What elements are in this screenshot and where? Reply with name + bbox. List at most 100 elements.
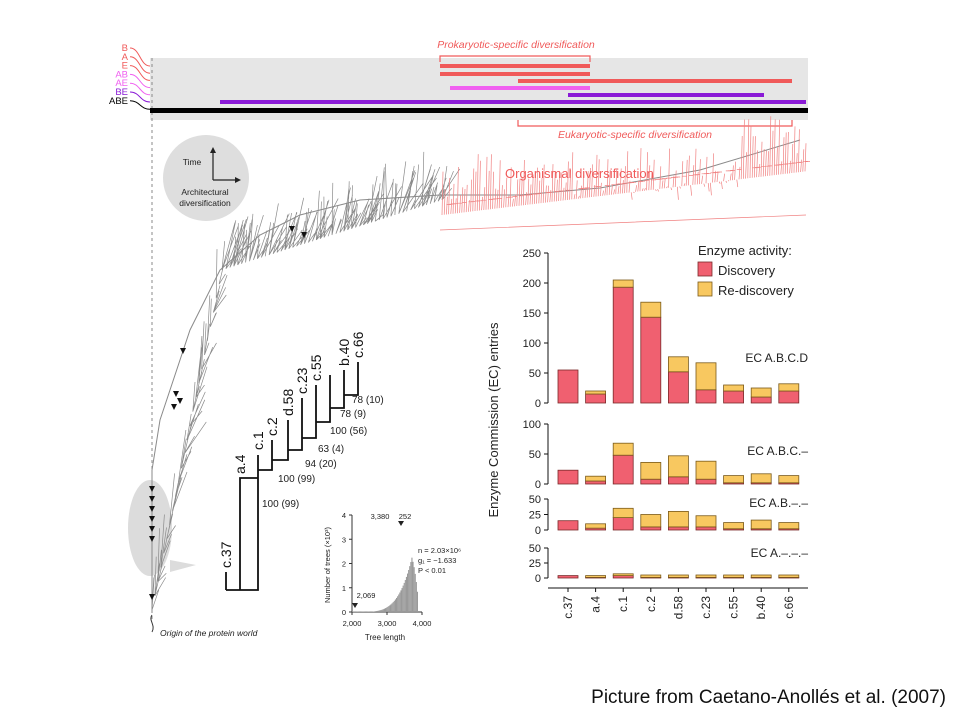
hist-bar [410,562,412,612]
hist-bar [399,592,401,612]
hist-bar [396,597,398,612]
bar-ytick-label: 50 [529,494,541,506]
hist-min-arrow-icon [352,603,358,608]
origin-squiggle [150,614,154,633]
timeline-connector [129,47,151,67]
hist-bar [414,573,416,612]
hist-bar [401,588,403,612]
bar-rediscovery [723,522,744,530]
bar-rediscovery [778,383,800,392]
organismal-label: Organismal diversification [505,166,654,181]
phylogenetic-tree: Organismal diversification Origin of the… [128,116,810,638]
hist-ytick-label: 4 [342,511,346,520]
bar-ytick-label: 25 [529,510,541,522]
hist-bar [380,609,382,612]
bar-rediscovery [723,384,744,392]
hist-bar [409,566,411,612]
bar-rediscovery [640,301,662,318]
bar-panel-label: EC A.–.–.– [751,546,809,560]
tree-arrow-icon [149,486,155,492]
bar-rediscovery [668,510,689,528]
bar-rediscovery [668,455,689,478]
hist-xtick-label: 3,000 [378,619,397,628]
bar-rediscovery [585,475,606,482]
bar-abe [150,108,808,113]
bar-discovery [668,371,689,404]
bar-xtick-label: a.4 [589,596,603,613]
bar-rediscovery [723,574,744,578]
timeline-label: ABE [109,96,128,107]
hist-bar [381,609,383,612]
subtree-cladogram: c.37 a.4c.1c.2d.58c.23c.55 b.40c.66 78 (10)… [218,331,384,591]
bar-rediscovery [695,460,717,480]
hist-ytick-label: 1 [342,584,346,593]
tree-arrow-icon [173,391,179,397]
bar-be [220,100,806,104]
bar-rediscovery [750,473,772,484]
bar-rediscovery [778,522,800,530]
bar-x-tick-labels: c.37 a.4 c.1 c.2 d.58 c.23 c.55 b.40 c.66 [548,587,808,619]
bar-ytick-label: 200 [523,278,541,290]
bar-rediscovery [640,461,662,480]
hist-bar [412,561,414,612]
subtree-support-label: 63 (4) [318,444,344,455]
hist-bar [379,610,381,612]
bar-a [440,72,590,76]
bar-a-dot [510,72,514,76]
subtree-leaf-label: c.1 [250,431,266,450]
bar-discovery [612,517,634,531]
tree-arrow-icon [289,226,295,232]
tree-arrowheads [149,226,307,600]
timeline-label: B [122,43,128,54]
axis-legend-circle [163,135,249,221]
hist-bar [392,602,394,612]
hist-bar [389,605,391,612]
hist-bar [413,567,415,612]
bar-rediscovery [640,574,662,578]
bar-discovery [557,469,579,485]
hist-bar [402,585,404,612]
arch-arrow-icon [235,177,241,183]
prokaryotic-bracket [439,55,591,62]
bar-rediscovery [695,515,717,528]
timeline-label: BE [115,87,128,98]
hist-bar [385,608,387,612]
hist-ytick-label: 2 [342,560,346,569]
hist-min-label: 2,069 [357,591,376,600]
bar-ytick-label: 50 [529,449,541,461]
bar-ytick-label: 150 [523,308,541,320]
tree-arrow-icon [149,496,155,502]
hist-bar [388,606,390,612]
subtree-leaf-label: c.2 [264,417,280,436]
hist-bar [405,576,407,612]
bar-ab [450,86,590,90]
bar-discovery [557,369,579,404]
ec-bar-chart: Enzyme Commission (EC) entries 0 50 100 150… [486,243,808,619]
legend-swatch-discovery [697,261,713,277]
bar-xtick-label: c.1 [616,596,630,612]
hist-bar [382,609,384,612]
bar-e [518,79,792,83]
bar-chart-ylabel: Enzyme Commission (EC) entries [486,322,501,518]
tree-arrow-icon [149,516,155,522]
bar-panel: 0 25 50 EC A.–.–.– [529,543,809,585]
timeline-label: AB [115,69,128,80]
bar-rediscovery [778,475,800,484]
bar-discovery [612,286,634,404]
bar-xtick-label: c.37 [561,596,575,619]
subtree-support-label: 100 (56) [330,426,367,437]
hist-bar [397,596,399,612]
hist-stat-p: P < 0.01 [418,566,446,575]
axis-arch-label-1: Architectural [181,187,228,197]
bar-b [440,64,590,68]
bar-discovery [585,393,606,404]
timeline-label: E [122,61,128,72]
bar-ytick-label: 100 [523,419,541,431]
timeline-connector [129,82,151,96]
subtree-leaf-label: c.55 [308,354,324,381]
hist-bar [403,582,405,612]
